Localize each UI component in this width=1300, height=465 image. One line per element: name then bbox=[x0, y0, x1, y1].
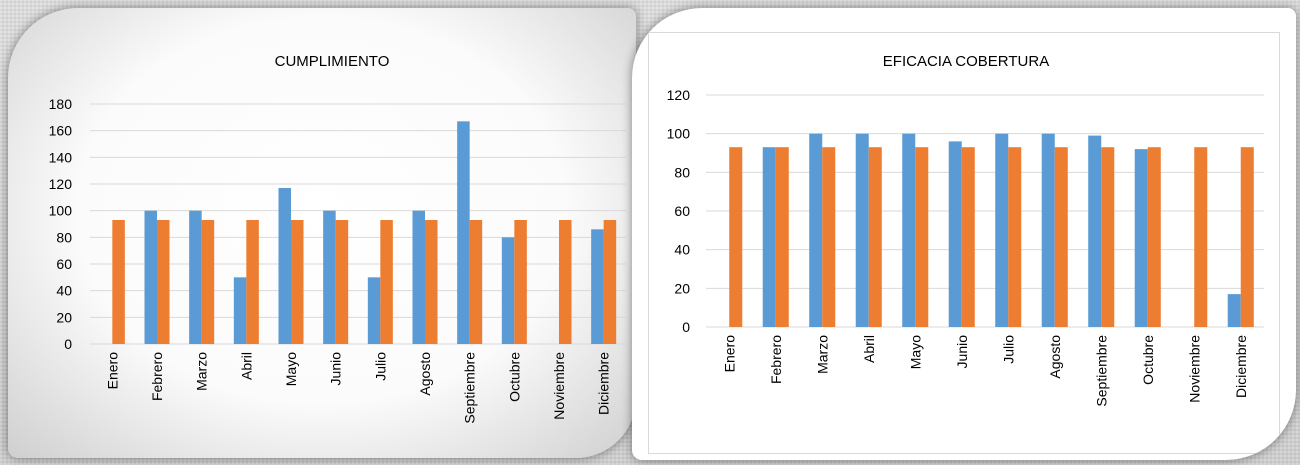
x-tick-label: Agosto bbox=[417, 352, 433, 396]
bar bbox=[412, 210, 425, 344]
x-tick-label: Marzo bbox=[194, 352, 210, 391]
bar bbox=[902, 133, 916, 327]
x-tick-label: Febrero bbox=[149, 352, 165, 401]
bar bbox=[323, 210, 336, 344]
y-tick-label: 20 bbox=[56, 309, 72, 325]
bar bbox=[1240, 147, 1254, 327]
y-tick-label: 60 bbox=[674, 203, 690, 219]
bar bbox=[995, 133, 1009, 327]
y-tick-label: 100 bbox=[667, 126, 691, 142]
y-tick-label: 60 bbox=[56, 256, 72, 272]
x-tick-label: Junio bbox=[328, 352, 344, 386]
x-tick-label: Septiembre bbox=[462, 352, 478, 424]
chart-title: EFICACIA COBERTURA bbox=[883, 53, 1049, 70]
y-tick-label: 180 bbox=[49, 96, 73, 112]
y-tick-label: 0 bbox=[682, 319, 690, 335]
bar bbox=[729, 147, 743, 327]
bar bbox=[1054, 147, 1068, 327]
chart-panel-cumplimiento: CUMPLIMIENTO 0 20 40 60 80 100 120 140 160 180 Ener… bbox=[8, 8, 636, 458]
bar bbox=[457, 121, 470, 344]
x-tick-label: Julio bbox=[1000, 335, 1016, 364]
y-tick-label: 140 bbox=[49, 149, 73, 165]
bar bbox=[189, 210, 202, 344]
y-tick-label: 20 bbox=[674, 280, 690, 296]
chart-eficacia-cobertura: EFICACIA COBERTURA 0 20 40 60 80 100 120 Enero Fe… bbox=[667, 53, 1264, 407]
bar bbox=[775, 147, 789, 327]
x-tick-label: Julio bbox=[372, 352, 388, 381]
bar bbox=[1101, 147, 1115, 327]
chart-cumplimiento: CUMPLIMIENTO 0 20 40 60 80 100 120 140 160 180 Ener… bbox=[49, 53, 626, 424]
x-tick-label: Enero bbox=[721, 335, 737, 373]
bar bbox=[278, 188, 291, 344]
x-tick-label: Mayo bbox=[283, 352, 299, 386]
bar bbox=[961, 147, 975, 327]
x-tick-label: Abril bbox=[238, 352, 254, 380]
x-tick-label: Marzo bbox=[814, 335, 830, 374]
bar bbox=[380, 220, 393, 344]
x-tick-label: Octubre bbox=[506, 352, 522, 402]
y-tick-label: 120 bbox=[667, 87, 691, 103]
bar bbox=[1008, 147, 1022, 327]
chart-area-border bbox=[648, 32, 1280, 454]
x-tick-label: Septiembre bbox=[1093, 335, 1109, 407]
y-tick-label: 40 bbox=[56, 283, 72, 299]
bar bbox=[144, 210, 157, 344]
bar bbox=[948, 141, 962, 327]
x-tick-label: Febrero bbox=[768, 335, 784, 384]
bar bbox=[1041, 133, 1055, 327]
bar bbox=[335, 220, 349, 344]
y-tick-label: 0 bbox=[64, 336, 72, 352]
bar bbox=[157, 220, 170, 344]
bar bbox=[291, 220, 304, 344]
y-tick-label: 80 bbox=[56, 229, 72, 245]
bar bbox=[855, 133, 869, 327]
x-tick-label: Diciembre bbox=[1233, 335, 1249, 398]
bar bbox=[514, 220, 527, 344]
bar bbox=[762, 147, 776, 327]
y-tick-label: 120 bbox=[49, 176, 73, 192]
bar bbox=[233, 277, 247, 344]
x-tick-label: Octubre bbox=[1140, 335, 1156, 385]
bar bbox=[246, 220, 259, 344]
bar bbox=[1088, 135, 1102, 327]
y-tick-label: 40 bbox=[674, 242, 690, 258]
bar bbox=[367, 277, 381, 344]
bar bbox=[868, 147, 882, 327]
x-tick-label: Noviembre bbox=[551, 352, 567, 420]
chart-panel-eficacia-cobertura: EFICACIA COBERTURA 0 20 40 60 80 100 120 Enero Fe… bbox=[632, 8, 1296, 460]
x-tick-label: Mayo bbox=[907, 335, 923, 369]
bar bbox=[591, 229, 604, 344]
bar bbox=[1147, 147, 1161, 327]
x-tick-label: Junio bbox=[954, 335, 970, 369]
bar bbox=[1134, 149, 1148, 327]
bar bbox=[603, 220, 617, 344]
x-tick-label: Agosto bbox=[1047, 335, 1063, 379]
bar bbox=[112, 220, 125, 344]
bar bbox=[915, 147, 929, 327]
bar bbox=[809, 133, 823, 327]
bar bbox=[501, 237, 515, 344]
y-tick-label: 80 bbox=[674, 164, 690, 180]
bar bbox=[559, 220, 572, 344]
x-tick-label: Enero bbox=[104, 352, 120, 390]
bar bbox=[1227, 294, 1241, 327]
x-tick-label: Noviembre bbox=[1186, 335, 1202, 403]
x-tick-label: Abril bbox=[861, 335, 877, 363]
chart-title: CUMPLIMIENTO bbox=[275, 53, 390, 70]
bar bbox=[425, 220, 438, 344]
bar bbox=[1194, 147, 1208, 327]
y-tick-label: 160 bbox=[49, 123, 73, 139]
x-tick-label: Diciembre bbox=[596, 352, 612, 415]
bar bbox=[822, 147, 836, 327]
bar bbox=[201, 220, 215, 344]
bar bbox=[469, 220, 483, 344]
y-tick-label: 100 bbox=[49, 203, 73, 219]
